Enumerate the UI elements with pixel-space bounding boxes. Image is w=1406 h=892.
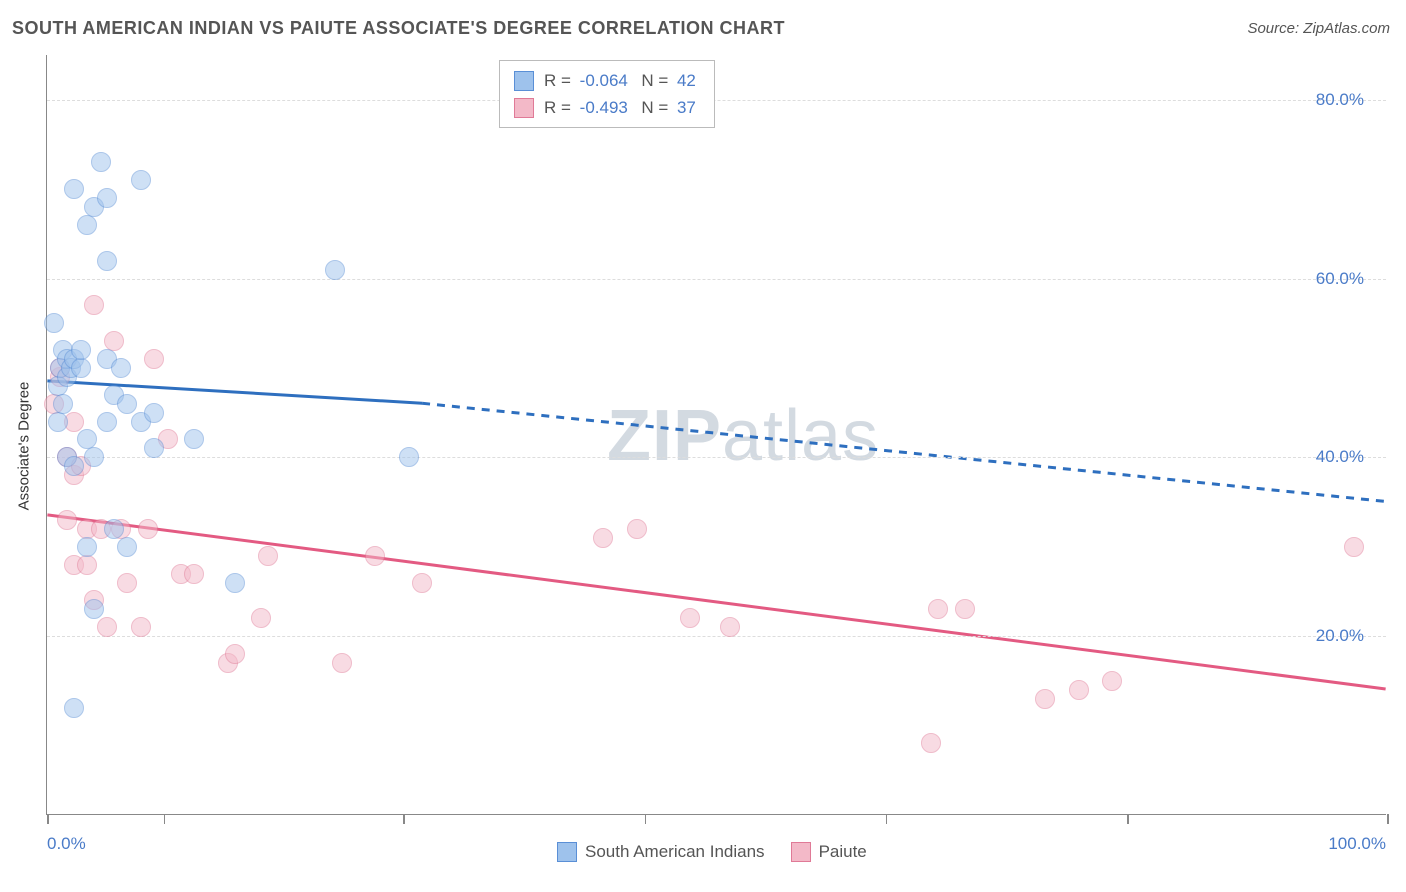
- scatter-point: [77, 555, 97, 575]
- scatter-point: [84, 599, 104, 619]
- scatter-point: [71, 340, 91, 360]
- legend-series-item: South American Indians: [557, 842, 765, 862]
- scatter-point: [325, 260, 345, 280]
- scatter-point: [97, 617, 117, 637]
- scatter-point: [412, 573, 432, 593]
- scatter-point: [1102, 671, 1122, 691]
- x-tick: [164, 814, 166, 824]
- x-tick-label-left: 0.0%: [47, 834, 86, 854]
- scatter-point: [111, 358, 131, 378]
- y-tick-label: 60.0%: [1316, 269, 1364, 289]
- y-tick-label: 40.0%: [1316, 447, 1364, 467]
- scatter-point: [91, 152, 111, 172]
- legend-series: South American Indians Paiute: [557, 842, 867, 862]
- scatter-point: [593, 528, 613, 548]
- scatter-point: [64, 456, 84, 476]
- x-tick: [1387, 814, 1389, 824]
- scatter-point: [97, 251, 117, 271]
- scatter-point: [720, 617, 740, 637]
- gridline: [47, 279, 1386, 280]
- scatter-point: [77, 215, 97, 235]
- scatter-point: [77, 537, 97, 557]
- scatter-point: [117, 573, 137, 593]
- watermark-zip: ZIP: [607, 396, 722, 476]
- x-tick: [47, 814, 49, 824]
- scatter-point: [928, 599, 948, 619]
- gridline: [47, 636, 1386, 637]
- scatter-point: [225, 644, 245, 664]
- legend-series-label: South American Indians: [585, 842, 765, 862]
- scatter-point: [258, 546, 278, 566]
- plot-area: ZIPatlas 20.0%40.0%60.0%80.0%0.0%100.0%R…: [46, 55, 1386, 815]
- legend-stats-row: R = -0.493 N = 37: [514, 94, 700, 121]
- scatter-point: [1035, 689, 1055, 709]
- scatter-point: [184, 429, 204, 449]
- x-tick: [886, 814, 888, 824]
- y-tick-label: 80.0%: [1316, 90, 1364, 110]
- scatter-point: [117, 537, 137, 557]
- scatter-point: [97, 188, 117, 208]
- scatter-point: [225, 573, 245, 593]
- legend-swatch: [557, 842, 577, 862]
- legend-swatch: [514, 71, 534, 91]
- y-tick-label: 20.0%: [1316, 626, 1364, 646]
- scatter-point: [144, 403, 164, 423]
- legend-stats-row: R = -0.064 N = 42: [514, 67, 700, 94]
- x-tick-label-right: 100.0%: [1328, 834, 1386, 854]
- gridline: [47, 100, 1386, 101]
- scatter-point: [251, 608, 271, 628]
- legend-series-item: Paiute: [791, 842, 867, 862]
- legend-swatch: [791, 842, 811, 862]
- y-axis-label: Associate's Degree: [16, 382, 33, 511]
- scatter-point: [71, 358, 91, 378]
- scatter-point: [104, 519, 124, 539]
- scatter-point: [131, 617, 151, 637]
- scatter-point: [64, 698, 84, 718]
- chart-title: SOUTH AMERICAN INDIAN VS PAIUTE ASSOCIAT…: [12, 18, 785, 39]
- scatter-point: [144, 438, 164, 458]
- gridline: [47, 457, 1386, 458]
- scatter-point: [138, 519, 158, 539]
- trend-lines: [47, 55, 1386, 814]
- scatter-point: [44, 313, 64, 333]
- legend-series-label: Paiute: [819, 842, 867, 862]
- scatter-point: [97, 412, 117, 432]
- scatter-point: [1069, 680, 1089, 700]
- scatter-point: [84, 447, 104, 467]
- scatter-point: [332, 653, 352, 673]
- scatter-point: [955, 599, 975, 619]
- scatter-point: [921, 733, 941, 753]
- scatter-point: [53, 394, 73, 414]
- scatter-point: [184, 564, 204, 584]
- scatter-point: [57, 510, 77, 530]
- scatter-point: [680, 608, 700, 628]
- scatter-point: [64, 179, 84, 199]
- scatter-point: [117, 394, 137, 414]
- watermark: ZIPatlas: [607, 395, 879, 477]
- scatter-point: [144, 349, 164, 369]
- legend-swatch: [514, 98, 534, 118]
- watermark-atlas: atlas: [722, 396, 879, 476]
- x-tick: [1127, 814, 1129, 824]
- scatter-point: [1344, 537, 1364, 557]
- x-tick: [645, 814, 647, 824]
- legend-stats: R = -0.064 N = 42R = -0.493 N = 37: [499, 60, 715, 128]
- source-label: Source: ZipAtlas.com: [1247, 20, 1390, 37]
- scatter-point: [131, 170, 151, 190]
- scatter-point: [365, 546, 385, 566]
- scatter-point: [84, 295, 104, 315]
- x-tick: [403, 814, 405, 824]
- scatter-point: [48, 412, 68, 432]
- scatter-point: [627, 519, 647, 539]
- scatter-point: [399, 447, 419, 467]
